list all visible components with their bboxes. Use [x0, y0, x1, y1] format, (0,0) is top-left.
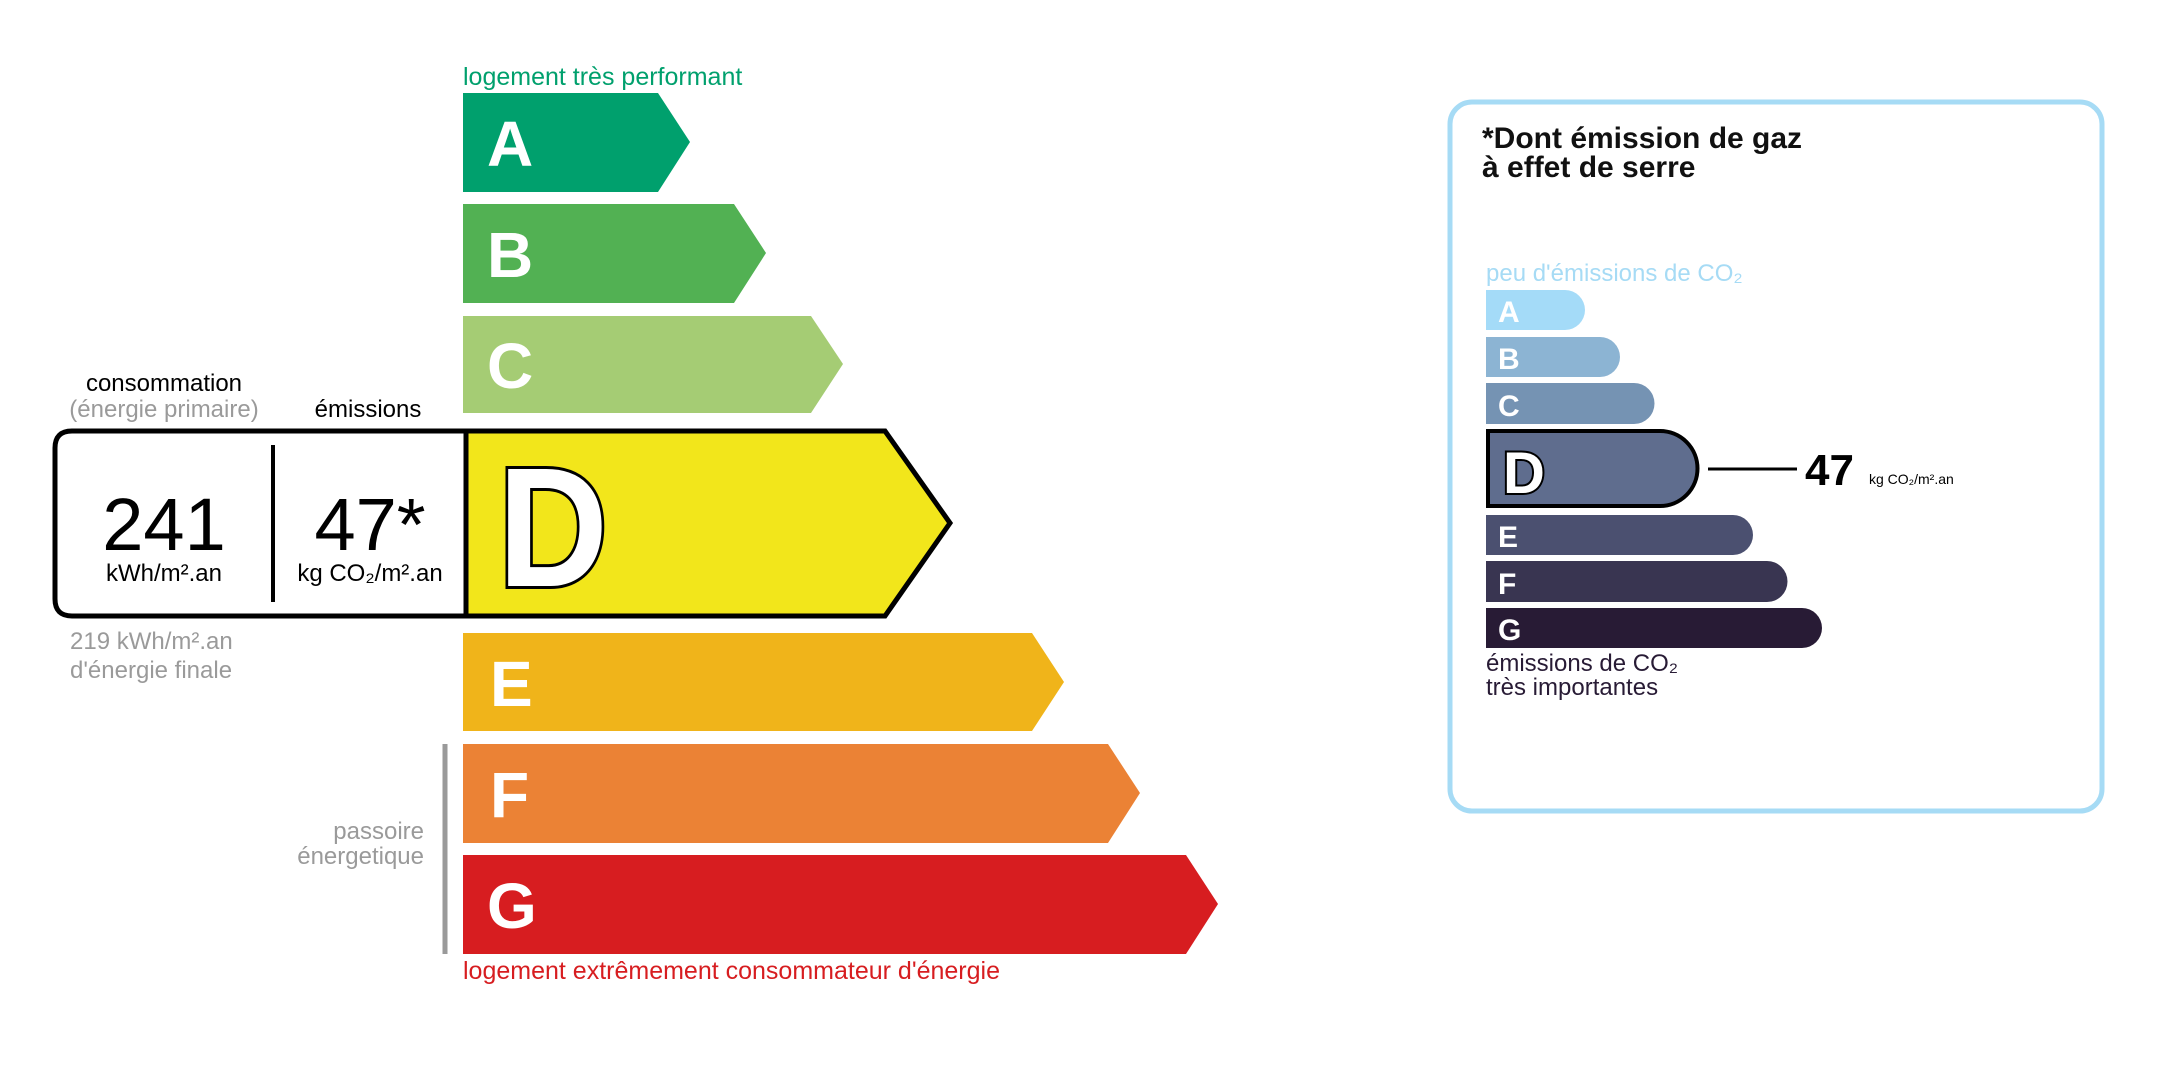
energy-class-f: F — [463, 744, 1140, 843]
passoire-label-1: passoire — [333, 818, 424, 845]
ghg-top-label: peu d'émissions de CO₂ — [1486, 260, 1743, 287]
emissions-value: 47* — [314, 483, 425, 566]
energy-bar-b — [463, 204, 766, 303]
ghg-value: 47 — [1805, 446, 1854, 495]
ghg-letter-d: D — [1503, 441, 1545, 506]
ghg-bar-e — [1486, 515, 1753, 555]
top-label: logement très performant — [463, 63, 742, 91]
ghg-letter-e: E — [1498, 521, 1518, 554]
energy-class-e: E — [463, 633, 1064, 731]
energy-class-d-current: D 241 kWh/m².an 47* kg CO₂/m².an — [52, 428, 954, 626]
final-energy-label: d'énergie finale — [70, 657, 232, 684]
emissions-header: émissions — [315, 396, 422, 423]
energy-bar-a — [463, 93, 690, 192]
energy-bar-e — [463, 633, 1064, 731]
ghg-bar-d-current — [1486, 429, 1700, 508]
consumption-subheader: (énergie primaire) — [69, 396, 258, 423]
ghg-letter-g: G — [1498, 614, 1521, 647]
energy-bar-c — [463, 316, 843, 413]
ghg-bar-b — [1486, 337, 1620, 377]
energy-class-b: B — [463, 204, 766, 303]
ghg-bar-g — [1486, 608, 1822, 648]
ghg-title-2: à effet de serre — [1482, 151, 1695, 184]
energy-class-c: C — [463, 316, 843, 413]
energy-letter-d: D — [498, 433, 608, 623]
energy-bar-d — [466, 431, 950, 616]
final-energy-value: 219 kWh/m².an — [70, 628, 233, 655]
energy-bar-f — [463, 744, 1140, 843]
ghg-title-1: *Dont émission de gaz — [1482, 122, 1802, 155]
current-class-outline — [52, 428, 954, 619]
ghg-bottom-label-2: très importantes — [1486, 674, 1658, 701]
emissions-unit: kg CO₂/m².an — [297, 560, 442, 587]
energy-bar-g — [463, 855, 1218, 954]
energy-letter-c: C — [487, 330, 533, 402]
energy-class-a: A — [463, 93, 690, 192]
consumption-value: 241 — [102, 483, 225, 566]
ghg-letter-f: F — [1498, 568, 1516, 601]
ghg-unit: kg CO₂/m².an — [1869, 471, 1954, 487]
energy-letter-e: E — [490, 648, 533, 720]
energy-letter-f: F — [490, 759, 529, 831]
ghg-bar-c — [1486, 383, 1655, 424]
consumption-header: consommation — [86, 370, 242, 397]
ghg-letter-a: A — [1498, 296, 1520, 329]
energy-letter-a: A — [487, 108, 533, 180]
energy-letter-b: B — [487, 219, 533, 291]
bottom-label: logement extrêmement consommateur d'éner… — [463, 957, 1000, 985]
ghg-bottom-label-1: émissions de CO₂ — [1486, 650, 1678, 677]
energy-letter-g: G — [487, 870, 537, 942]
ghg-panel: *Dont émission de gaz à effet de serre p… — [1447, 99, 2105, 814]
ghg-bar-f — [1486, 561, 1788, 602]
energy-class-g: G — [463, 855, 1218, 954]
consumption-unit: kWh/m².an — [106, 560, 222, 587]
ghg-bar-a — [1486, 290, 1585, 330]
ghg-letter-c: C — [1498, 390, 1520, 423]
ghg-letter-b: B — [1498, 343, 1520, 376]
passoire-label-2: énergetique — [297, 843, 424, 870]
